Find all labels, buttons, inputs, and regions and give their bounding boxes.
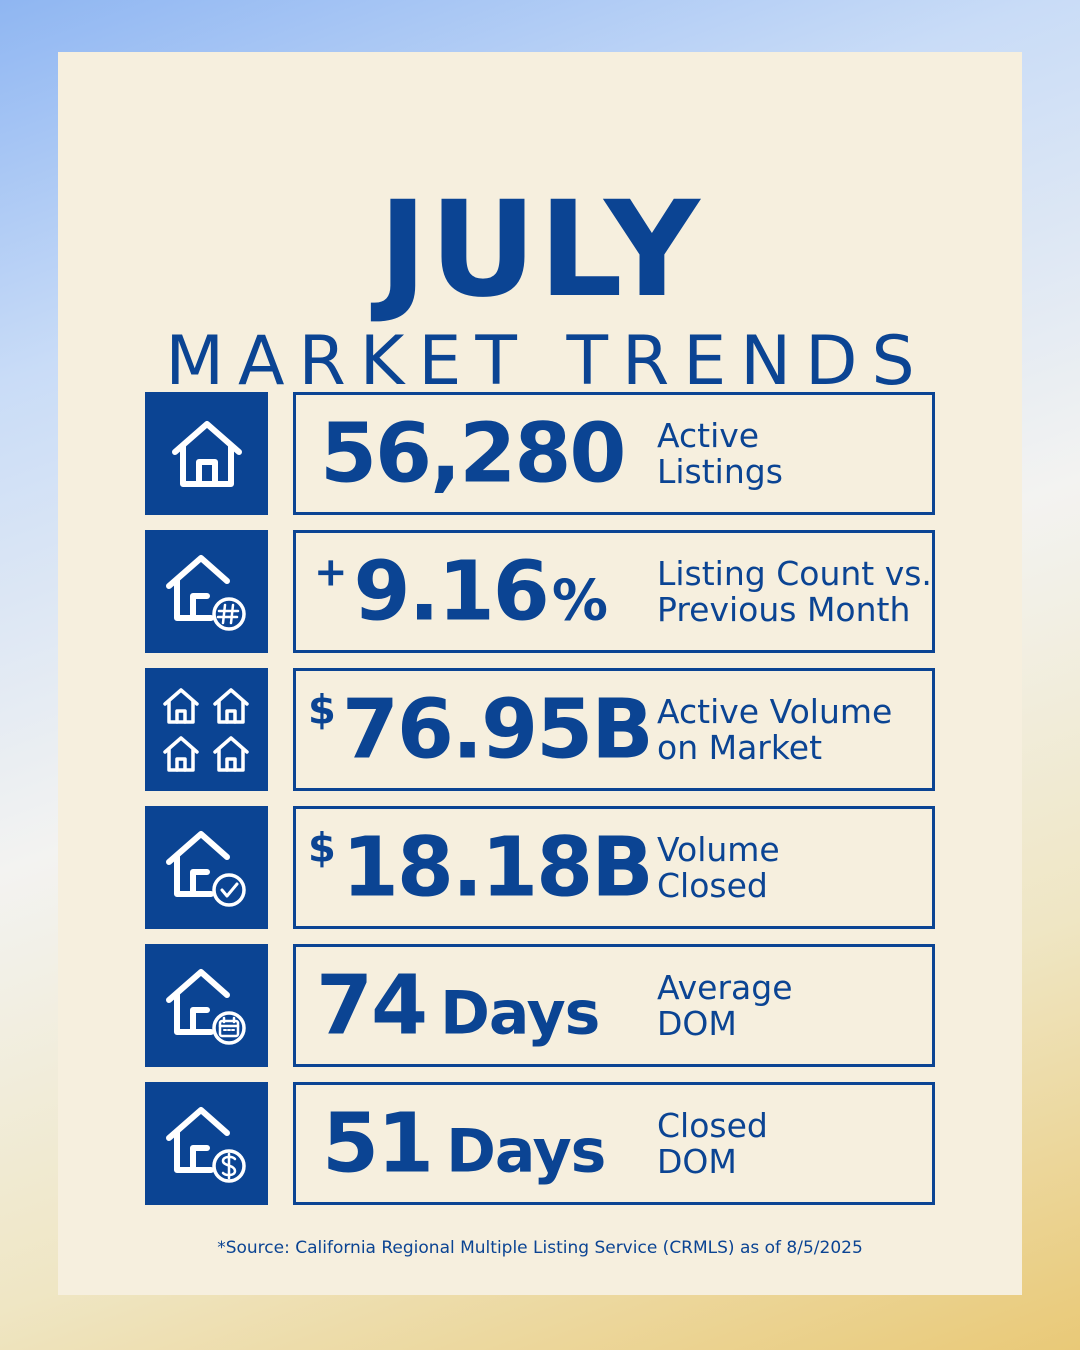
- source-footnote: *Source: California Regional Multiple Li…: [217, 1238, 863, 1258]
- house-calendar-icon: [145, 944, 268, 1067]
- house-dollar-icon: [145, 1082, 268, 1205]
- stat-row-active-volume: $76.95B Active Volume on Market: [145, 668, 935, 791]
- stat-row-active-listings: 56,280 Active Listings: [145, 392, 935, 515]
- stat-box: 56,280 Active Listings: [293, 392, 935, 515]
- stat-box: +9.16% Listing Count vs. Previous Month: [293, 530, 935, 653]
- house-icon: [145, 392, 268, 515]
- stat-row-listing-count-change: +9.16% Listing Count vs. Previous Month: [145, 530, 935, 653]
- stat-box: $76.95B Active Volume on Market: [293, 668, 935, 791]
- stat-box: 51 Days Closed DOM: [293, 1082, 935, 1205]
- stat-value: 51 Days: [322, 1096, 606, 1191]
- house-check-icon: [145, 806, 268, 929]
- house-hash-icon: [145, 530, 268, 653]
- four-houses-icon: [145, 668, 268, 791]
- stat-value: 56,280: [320, 406, 626, 501]
- stat-box: $18.18B Volume Closed: [293, 806, 935, 929]
- stat-row-average-dom: 74 Days Average DOM: [145, 944, 935, 1067]
- page-subtitle: MARKET TRENDS: [165, 322, 929, 401]
- page-title: JULY: [378, 173, 702, 327]
- stat-row-volume-closed: $18.18B Volume Closed: [145, 806, 935, 929]
- stat-value: +9.16%: [314, 544, 608, 639]
- stat-value: 74 Days: [316, 958, 600, 1053]
- stat-label: Average DOM: [657, 967, 793, 1043]
- stat-row-closed-dom: 51 Days Closed DOM: [145, 1082, 935, 1205]
- stat-label: Closed DOM: [657, 1105, 768, 1181]
- stat-label: Volume Closed: [657, 829, 780, 905]
- stat-value: $76.95B: [308, 682, 654, 777]
- stat-box: 74 Days Average DOM: [293, 944, 935, 1067]
- stat-value: $18.18B: [308, 820, 654, 915]
- stat-label: Listing Count vs. Previous Month: [657, 553, 932, 629]
- stat-label: Active Listings: [657, 415, 783, 491]
- stat-label: Active Volume on Market: [657, 691, 893, 767]
